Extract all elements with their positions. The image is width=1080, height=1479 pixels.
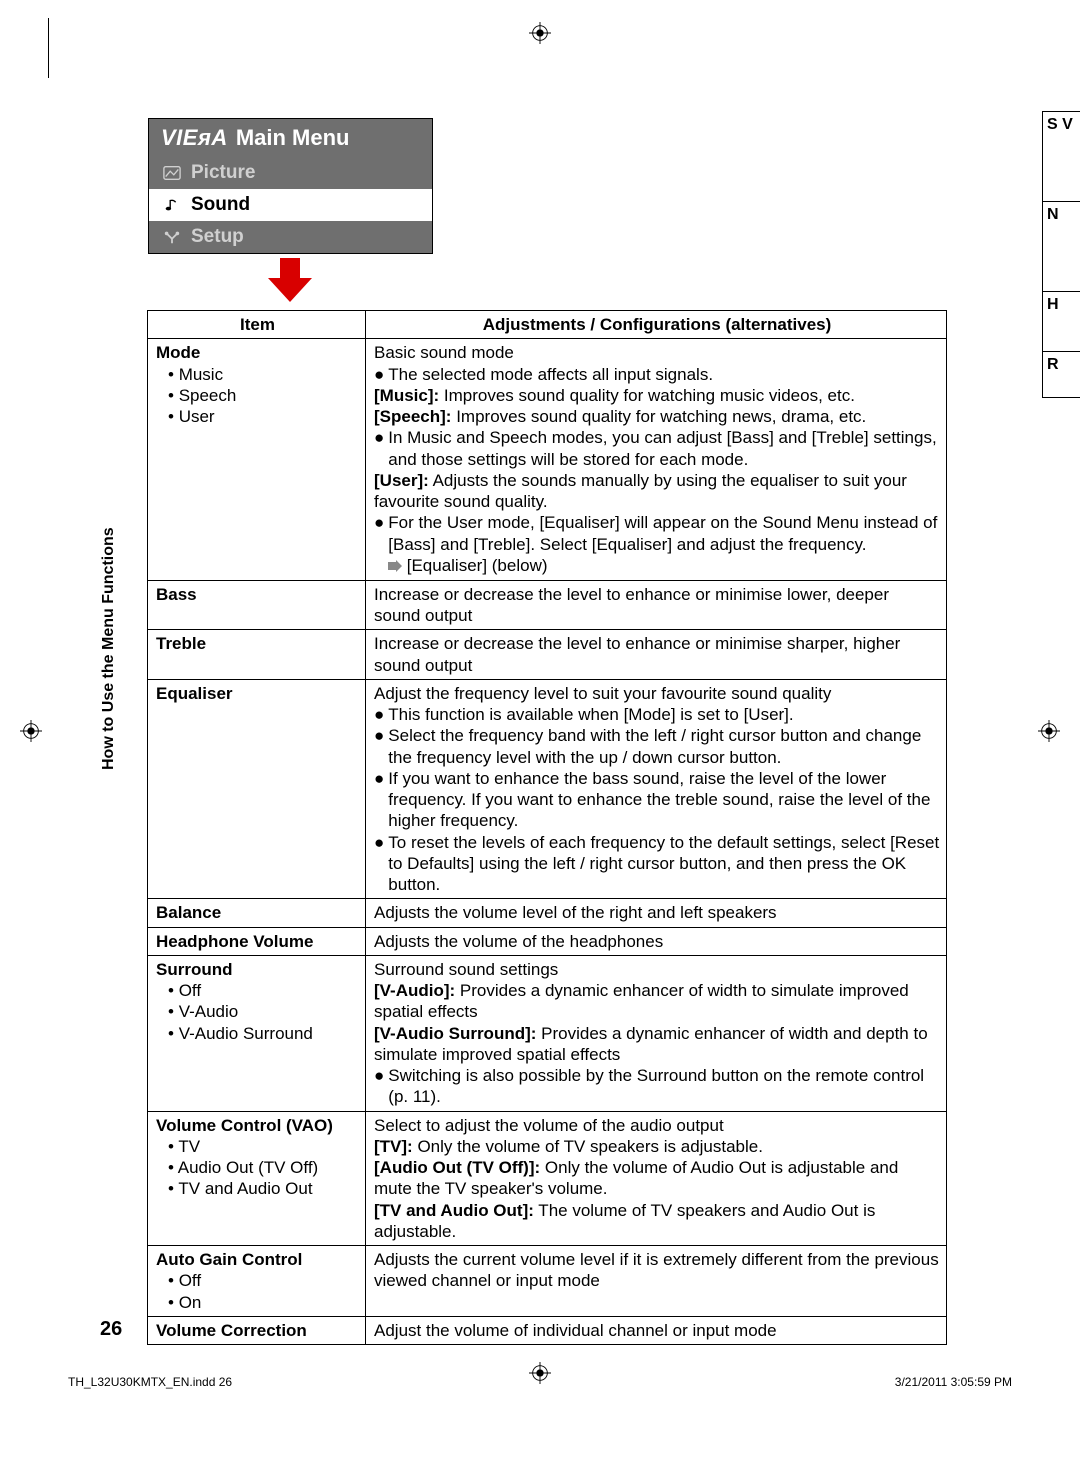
- item-sub: • User: [156, 406, 359, 427]
- table-row: Surround • Off • V-Audio • V-Audio Surro…: [148, 955, 947, 1111]
- registration-mark-left: [20, 720, 42, 747]
- table-row: Equaliser Adjust the frequency level to …: [148, 679, 947, 899]
- setup-icon: [163, 229, 181, 245]
- item-label: Equaliser: [156, 683, 359, 704]
- table-row: Treble Increase or decrease the level to…: [148, 630, 947, 680]
- crop-mark-tl: [48, 18, 60, 78]
- page-edge-tabs: S V N H R: [1042, 111, 1080, 398]
- footer-filename: TH_L32U30KMTX_EN.indd 26: [68, 1375, 232, 1389]
- page-number: 26: [100, 1318, 122, 1341]
- item-label: Volume Correction: [148, 1316, 366, 1344]
- item-desc: Adjust the frequency level to suit your …: [366, 679, 947, 899]
- main-menu-panel: VIEᴙA Main Menu Picture Sound Setup: [148, 118, 433, 254]
- table-head-desc: Adjustments / Configurations (alternativ…: [366, 311, 947, 339]
- menu-item-label: Setup: [191, 226, 244, 248]
- edge-tab: N: [1043, 202, 1080, 292]
- item-sub: • Speech: [156, 385, 359, 406]
- item-desc: Increase or decrease the level to enhanc…: [366, 580, 947, 630]
- table-row: Volume Correction Adjust the volume of i…: [148, 1316, 947, 1344]
- item-label: Volume Control (VAO): [156, 1115, 359, 1136]
- right-arrow-icon: [388, 556, 402, 577]
- item-desc: Adjusts the volume of the headphones: [366, 927, 947, 955]
- item-label: Balance: [148, 899, 366, 927]
- menu-item-picture[interactable]: Picture: [149, 157, 432, 189]
- table-head-item: Item: [148, 311, 366, 339]
- item-desc: Basic sound mode ●The selected mode affe…: [366, 339, 947, 581]
- viera-logo: VIEᴙA: [161, 125, 228, 151]
- main-menu-header: VIEᴙA Main Menu: [149, 119, 432, 157]
- item-label: Headphone Volume: [148, 927, 366, 955]
- menu-item-label: Sound: [191, 194, 250, 216]
- sound-menu-table: Item Adjustments / Configurations (alter…: [147, 310, 947, 1345]
- table-row: Auto Gain Control • Off • On Adjusts the…: [148, 1246, 947, 1317]
- item-label: Auto Gain Control: [156, 1249, 359, 1270]
- item-desc: Adjusts the volume level of the right an…: [366, 899, 947, 927]
- table-row: Volume Control (VAO) • TV • Audio Out (T…: [148, 1111, 947, 1246]
- table-row: Mode • Music • Speech • User Basic sound…: [148, 339, 947, 581]
- table-row: Balance Adjusts the volume level of the …: [148, 899, 947, 927]
- table-row: Bass Increase or decrease the level to e…: [148, 580, 947, 630]
- item-desc: Select to adjust the volume of the audio…: [366, 1111, 947, 1246]
- main-menu-title: Main Menu: [236, 125, 350, 151]
- music-note-icon: [163, 197, 181, 213]
- item-sub: • Music: [156, 364, 359, 385]
- picture-icon: [163, 165, 181, 181]
- edge-tab: H: [1043, 292, 1080, 352]
- footer-timestamp: 3/21/2011 3:05:59 PM: [895, 1375, 1012, 1389]
- item-label: Treble: [148, 630, 366, 680]
- registration-mark-right: [1038, 720, 1060, 747]
- edge-tab: R: [1043, 352, 1080, 397]
- edge-tab: S V: [1043, 112, 1080, 202]
- menu-item-setup[interactable]: Setup: [149, 221, 432, 253]
- item-desc: Adjust the volume of individual channel …: [366, 1316, 947, 1344]
- item-label: Mode: [156, 342, 359, 363]
- table-row: Headphone Volume Adjusts the volume of t…: [148, 927, 947, 955]
- item-desc: Increase or decrease the level to enhanc…: [366, 630, 947, 680]
- section-side-label: How to Use the Menu Functions: [100, 527, 118, 770]
- down-arrow-icon: [260, 258, 320, 311]
- item-label: Bass: [148, 580, 366, 630]
- item-desc: Surround sound settings [V-Audio]: Provi…: [366, 955, 947, 1111]
- menu-item-sound[interactable]: Sound: [149, 189, 432, 221]
- menu-item-label: Picture: [191, 162, 255, 184]
- item-desc: Adjusts the current volume level if it i…: [366, 1246, 947, 1317]
- registration-mark-top: [529, 22, 551, 49]
- item-label: Surround: [156, 959, 359, 980]
- registration-mark-bottom: [529, 1362, 551, 1389]
